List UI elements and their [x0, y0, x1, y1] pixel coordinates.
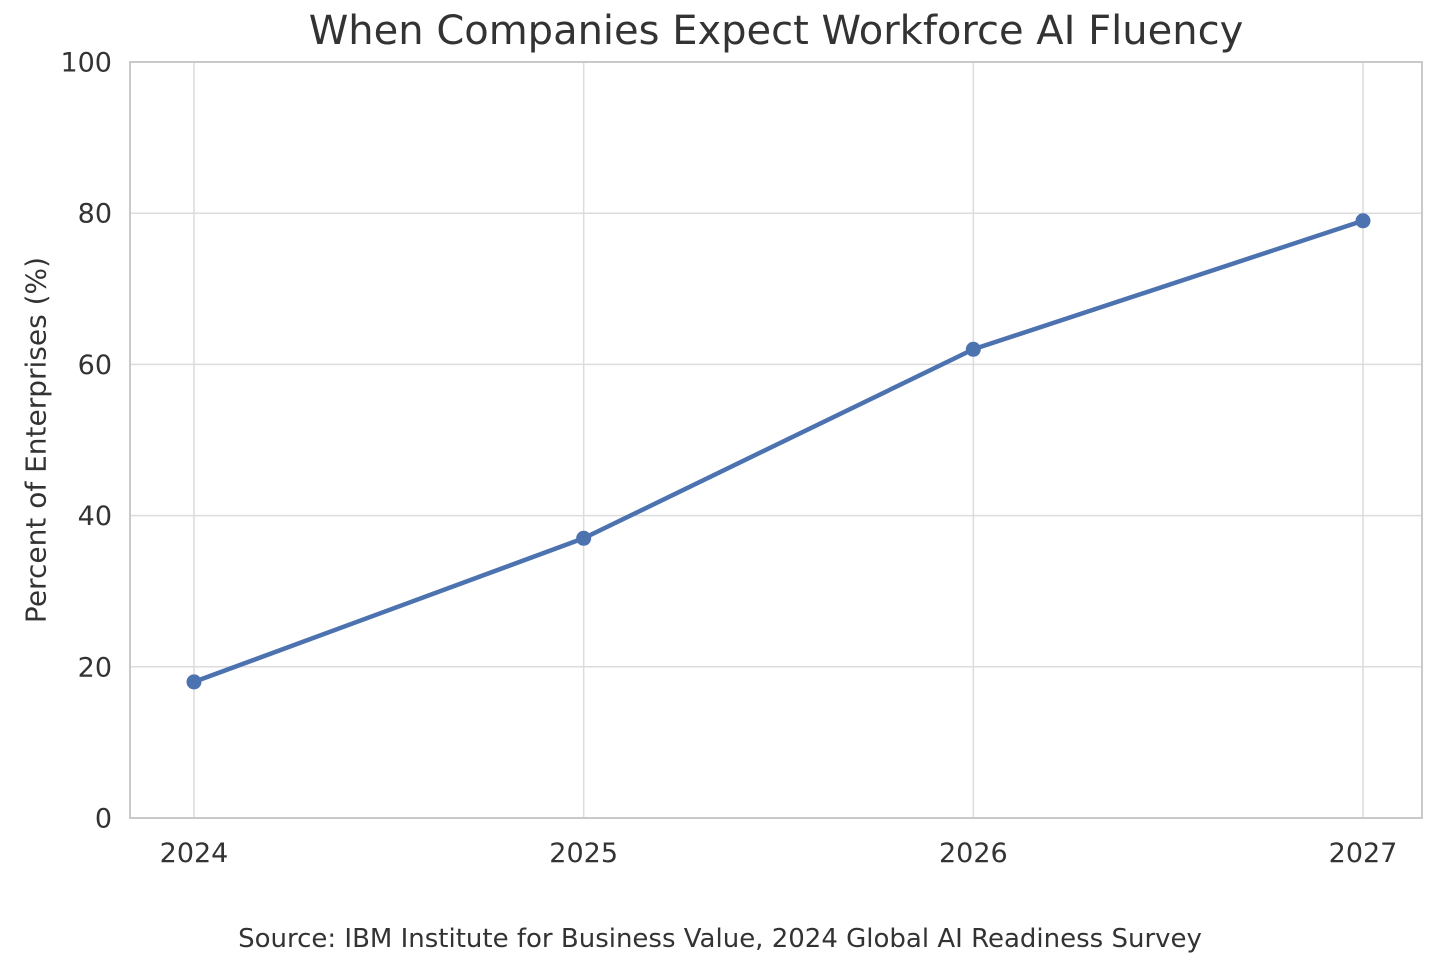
y-tick-label: 40	[78, 501, 112, 532]
data-point-marker	[1355, 213, 1371, 229]
y-tick-label: 20	[78, 652, 112, 683]
plot-border	[129, 61, 1423, 819]
x-tick-label: 2024	[160, 838, 229, 869]
trend-line	[191, 218, 1366, 685]
y-tick-label: 0	[95, 803, 112, 834]
y-tick-label: 60	[78, 350, 112, 381]
data-point-marker	[576, 530, 592, 546]
x-tick-label: 2026	[939, 838, 1008, 869]
data-point-marker	[965, 341, 981, 357]
source-note: Source: IBM Institute for Business Value…	[238, 924, 1202, 954]
y-tick-label: 80	[78, 199, 112, 230]
plot-background	[130, 62, 1422, 818]
x-tick-label: 2025	[549, 838, 618, 869]
chart-title: When Companies Expect Workforce AI Fluen…	[308, 8, 1244, 54]
y-tick-label: 100	[60, 47, 112, 78]
data-point-marker	[186, 674, 202, 690]
x-tick-label: 2027	[1329, 838, 1398, 869]
